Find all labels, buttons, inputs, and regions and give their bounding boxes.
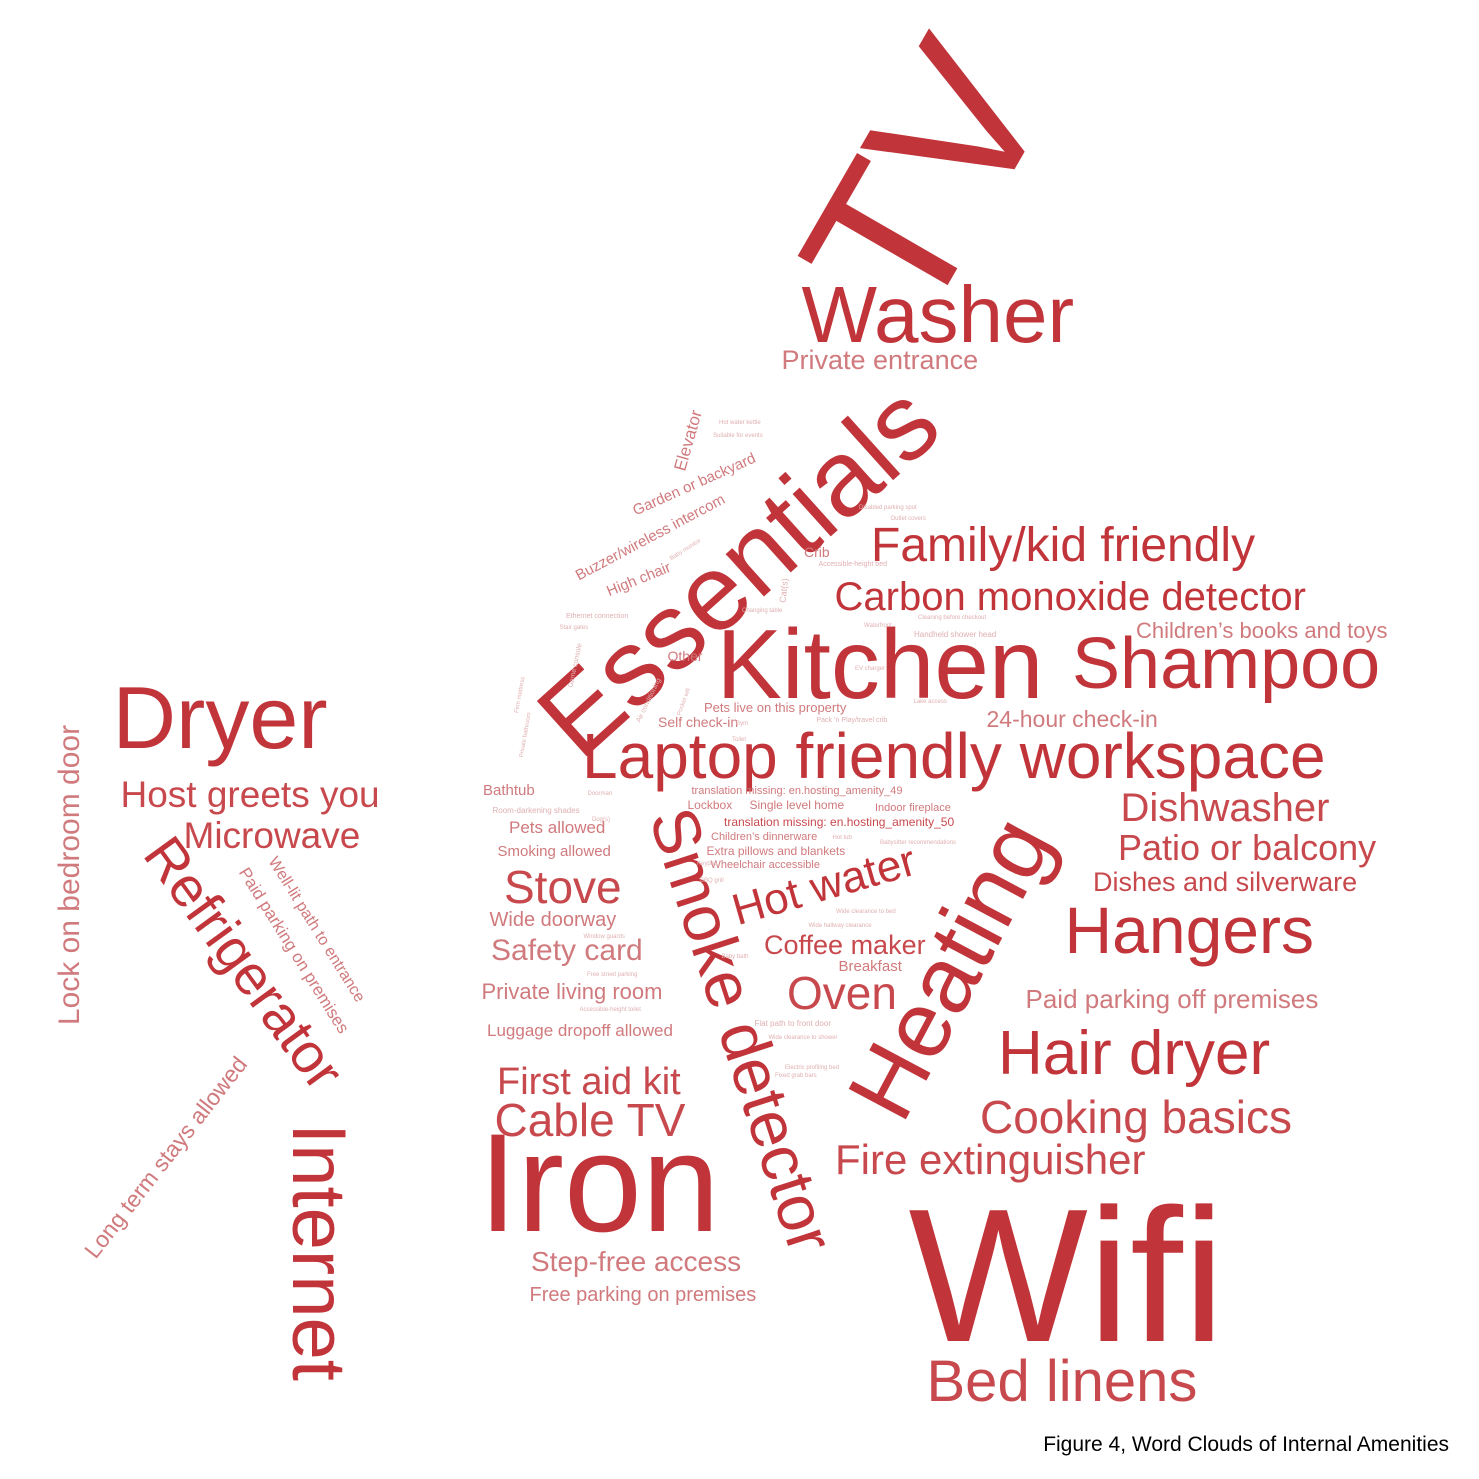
word-family-kid-friendly: Family/kid friendly (871, 519, 1256, 572)
word-private-bathroom: Private bathroom (518, 711, 533, 759)
word-free-street-parking: Free street parking (587, 972, 638, 978)
word-waterfront: Waterfront (864, 623, 892, 629)
word-iron: Iron (478, 1104, 720, 1261)
word-wide-clearance-to-shower: Wide clearance to shower (768, 1035, 838, 1041)
word-dryer: Dryer (112, 668, 328, 767)
word-room-darkening-shades: Room-darkening shades (492, 806, 580, 815)
word-handheld-shower-head: Handheld shower head (914, 630, 997, 639)
word-pets-allowed: Pets allowed (509, 817, 606, 837)
word-kitchen: Kitchen (716, 609, 1044, 719)
word-fixed-grab-bars: Fixed grab bars (775, 1073, 817, 1079)
word-private-entrance: Private entrance (781, 344, 979, 375)
word-stair-gates: Stair gates (559, 625, 589, 631)
word-changing-table: Changing table (742, 608, 783, 614)
word-children-s-dinnerware: Children’s dinnerware (711, 830, 818, 843)
word-pets-live-on-this-property: Pets live on this property (704, 699, 847, 715)
word-laptop-friendly-workspace: Laptop friendly workspace (582, 720, 1326, 792)
word-baby-bath: Baby bath (721, 954, 749, 960)
word-microwave: Microwave (183, 814, 361, 856)
word-carbon-monoxide-detector: Carbon monoxide detector (834, 575, 1306, 619)
word-suitable-for-events: Suitable for events (713, 433, 763, 439)
word-gym: Gym (735, 721, 749, 727)
word-accessible-height-bed: Accessible-height bed (818, 560, 888, 568)
word-electric-profiling-bed: Electric profiling bed (785, 1065, 840, 1071)
word-bbq-grill: BBQ grill (700, 878, 724, 884)
word-long-term-stays-allowed: Long term stays allowed (79, 1050, 253, 1263)
word-hot-water-kettle: Hot water kettle (719, 420, 761, 426)
word-smoking-allowed: Smoking allowed (497, 842, 611, 860)
word-24-hour-check-in: 24-hour check-in (986, 705, 1158, 732)
word-dishwasher: Dishwasher (1120, 786, 1330, 830)
word-translation-missing-en-hosting-amenity-50: translation missing: en.hosting_amenity_… (724, 815, 955, 829)
word-indoor-fireplace: Indoor fireplace (875, 801, 951, 814)
word-shampoo: Shampoo (1072, 624, 1381, 704)
word-fire-extinguisher: Fire extinguisher (835, 1136, 1146, 1183)
word-private-living-room: Private living room (481, 979, 663, 1004)
word-safety-card: Safety card (491, 934, 643, 967)
word-extra-pillows-and-blankets: Extra pillows and blankets (706, 844, 846, 858)
word-lockbox: Lockbox (687, 798, 733, 812)
word-keypad: Keypad (697, 861, 718, 867)
word-step-free-access: Step-free access (531, 1246, 742, 1277)
word-washer: Washer (801, 270, 1075, 359)
word-babysitter-recommendations: Babysitter recommendations (880, 840, 957, 846)
word-outlet-covers: Outlet covers (890, 516, 926, 522)
word-coffee-maker: Coffee maker (764, 929, 926, 960)
word-bed-linens: Bed linens (926, 1349, 1198, 1414)
figure-caption: Figure 4, Word Clouds of Internal Amenit… (1043, 1433, 1449, 1456)
word-lake-access: Lake access (913, 699, 947, 705)
word-wheelchair-accessible: Wheelchair accessible (710, 858, 820, 871)
word-hair-dryer: Hair dryer (998, 1019, 1271, 1088)
word-cooking-basics: Cooking basics (980, 1091, 1292, 1143)
word-cable-tv: Cable TV (494, 1094, 686, 1146)
word-elevator: Elevator (670, 407, 706, 473)
word-flat-path-to-front-door: Flat path to front door (754, 1019, 832, 1028)
word-other: Other (667, 648, 703, 664)
word-single-level-home: Single level home (749, 798, 845, 812)
word-paid-parking-off-premises: Paid parking off premises (1025, 984, 1319, 1014)
word-hangers: Hangers (1064, 893, 1314, 967)
word-doorman: Doorman (587, 791, 613, 797)
word-lock-on-bedroom-door: Lock on bedroom door (53, 724, 87, 1026)
word-ev-charger: EV charger (855, 666, 886, 672)
word-translation-missing-en-hosting-amenity-49: translation missing: en.hosting_amenity_… (691, 784, 903, 797)
word-wide-hallway-clearance: Wide hallway clearance (808, 923, 872, 929)
word-first-aid-kit: First aid kit (497, 1061, 681, 1103)
word-patio-or-balcony: Patio or balcony (1118, 827, 1377, 868)
word-breakfast: Breakfast (838, 957, 902, 975)
word-crib: Crib (804, 544, 830, 560)
word-internet: Internet (275, 1123, 361, 1381)
word-bathtub: Bathtub (483, 781, 535, 799)
word-accessible-height-toilet: Accessible-height toilet (579, 1007, 641, 1013)
word-oven: Oven (787, 967, 897, 1019)
word-stove: Stove (504, 861, 622, 913)
word-self-check-in: Self check-in (658, 714, 739, 730)
word-wifi: Wifi (908, 1170, 1226, 1382)
word-disabled-parking-spot: Disabled parking spot (859, 505, 917, 511)
word-host-greets-you: Host greets you (120, 773, 380, 815)
word-hot-tub: Hot tub (832, 835, 852, 841)
word-pack-n-play-travel-crib: Pack ’n Play/travel crib (816, 716, 888, 724)
word-cat-s: Cat(s) (776, 577, 790, 603)
word-dishes-and-silverware: Dishes and silverware (1093, 866, 1358, 897)
word-cleaning-before-checkout: Cleaning before checkout (918, 615, 987, 621)
word-toilet: Toilet (732, 737, 747, 743)
word-window-guards: Window guards (583, 934, 625, 940)
word-ethernet-connection: Ethernet connection (566, 612, 629, 620)
word-children-s-books-and-toys: Children’s books and toys (1136, 618, 1388, 643)
word-wide-clearance-to-bed: Wide clearance to bed (836, 909, 896, 915)
word-wide-doorway: Wide doorway (489, 909, 617, 931)
word-luggage-dropoff-allowed: Luggage dropoff allowed (487, 1020, 673, 1040)
word-dog-s: Dog(s) (592, 817, 611, 823)
word-free-parking-on-premises: Free parking on premises (529, 1284, 757, 1306)
